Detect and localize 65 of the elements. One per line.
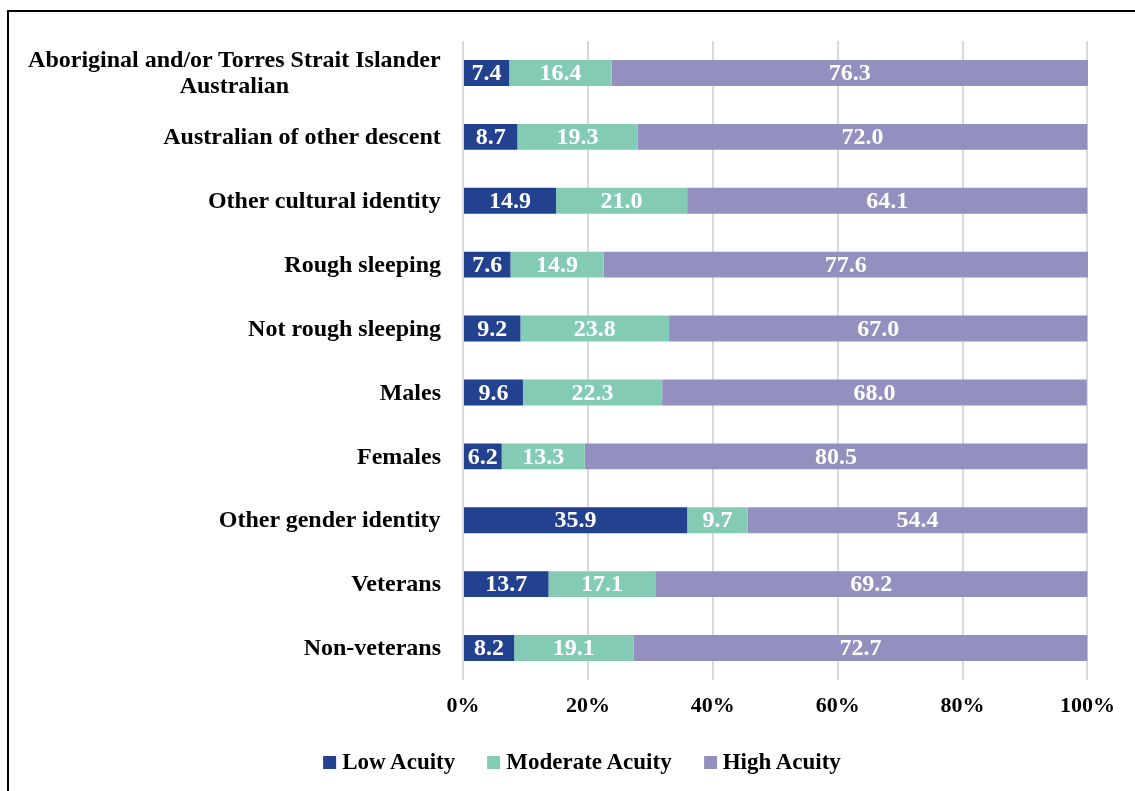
y-tick-label: Males — [379, 378, 441, 405]
data-label: 9.7 — [702, 506, 733, 533]
legend-label: High Acuity — [722, 749, 841, 775]
bar — [687, 187, 1088, 214]
bar — [584, 443, 1088, 470]
data-label: 23.8 — [573, 314, 616, 341]
data-label: 68.0 — [853, 378, 896, 405]
x-tick-label: 20% — [565, 691, 610, 717]
data-label: 7.4 — [471, 59, 502, 86]
bar — [611, 59, 1088, 86]
data-label: 9.6 — [478, 378, 509, 405]
bar — [556, 187, 688, 214]
data-label: 9.2 — [477, 314, 508, 341]
data-label: 8.2 — [474, 634, 505, 661]
data-label: 7.6 — [472, 250, 503, 277]
data-label: 22.3 — [571, 378, 614, 405]
x-tick-label: 80% — [940, 691, 985, 717]
y-tick-label: Females — [357, 442, 441, 469]
bar — [517, 123, 638, 150]
data-label: 13.3 — [522, 442, 565, 469]
y-tick-label: Not rough sleeping — [248, 314, 441, 341]
data-label: 72.7 — [839, 634, 882, 661]
y-tick-label: Non-veterans — [303, 634, 441, 661]
data-label: 69.2 — [850, 570, 893, 597]
data-label: 16.4 — [539, 59, 582, 86]
bar — [662, 379, 1087, 406]
data-label: 6.2 — [467, 442, 498, 469]
y-tick-label: Other gender identity — [218, 506, 441, 533]
data-label: 72.0 — [841, 123, 884, 150]
data-label: 14.9 — [535, 250, 578, 277]
bar — [522, 379, 663, 406]
data-label: 67.0 — [857, 314, 900, 341]
data-label: 54.4 — [896, 506, 939, 533]
x-tick-label: 100% — [1059, 691, 1115, 717]
bar — [633, 635, 1088, 662]
bar — [637, 123, 1088, 150]
bar — [655, 571, 1088, 598]
data-label: 19.1 — [552, 634, 595, 661]
legend-label: Low Acuity — [342, 749, 456, 775]
data-label: 17.1 — [580, 570, 623, 597]
x-tick-label: 60% — [815, 691, 860, 717]
legend-label: Moderate Acuity — [506, 749, 672, 775]
bar — [520, 315, 670, 342]
data-label: 77.6 — [824, 250, 867, 277]
data-label: 14.9 — [489, 186, 532, 213]
data-label: 8.7 — [475, 123, 506, 150]
data-label: 80.5 — [815, 442, 858, 469]
bar — [603, 251, 1088, 278]
data-label: 35.9 — [554, 506, 597, 533]
y-tick-label: Aboriginal and/or Torres Strait Islander Australian — [28, 46, 441, 99]
x-tick-label: 40% — [690, 691, 735, 717]
bar — [747, 507, 1088, 534]
data-label: 13.7 — [485, 570, 528, 597]
data-label: 19.3 — [556, 123, 599, 150]
y-tick-label: Other cultural identity — [207, 186, 441, 213]
data-label: 64.1 — [866, 186, 909, 213]
data-label: 76.3 — [828, 59, 871, 86]
y-tick-label: Veterans — [351, 570, 441, 597]
bar — [669, 315, 1088, 342]
y-tick-label: Australian of other descent — [163, 123, 441, 150]
y-tick-label: Rough sleeping — [284, 250, 441, 277]
data-label: 21.0 — [600, 186, 643, 213]
bar — [464, 507, 688, 534]
bar — [514, 635, 634, 662]
x-tick-label: 0% — [446, 691, 480, 717]
